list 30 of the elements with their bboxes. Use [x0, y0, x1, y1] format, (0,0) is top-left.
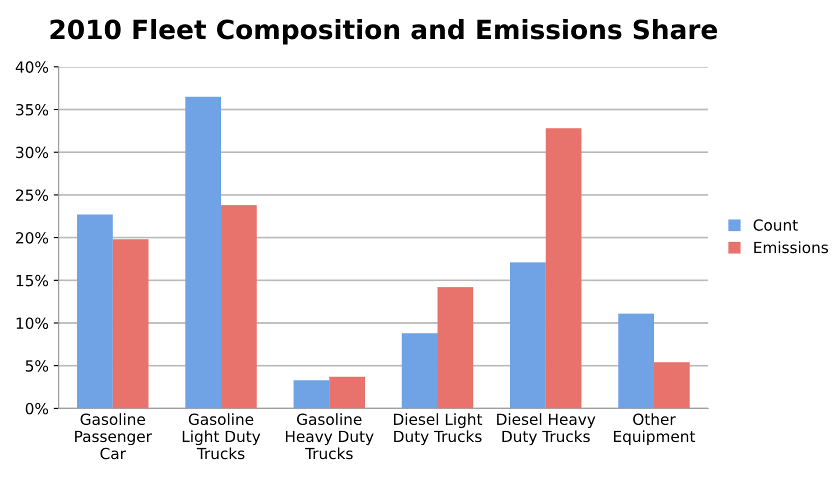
bar: [438, 287, 474, 408]
bar: [510, 262, 546, 408]
y-tick-label: 10%: [16, 317, 48, 330]
bar: [546, 128, 582, 408]
y-tick-label: 40%: [16, 61, 48, 73]
bar: [221, 205, 257, 408]
chart-title: 2010 Fleet Composition and Emissions Share: [50, 18, 718, 45]
bar: [654, 362, 690, 408]
y-tick-label: 20%: [16, 232, 48, 244]
bar: [112, 239, 148, 408]
x-tick-label: Diesel Heavy Duty Trucks: [497, 413, 596, 446]
y-tick-label: 25%: [16, 189, 48, 201]
x-tick-label: Gasoline Heavy Duty Trucks: [286, 413, 374, 460]
x-tick-label: Gasoline Passenger Car: [75, 413, 152, 460]
legend-label: Count: [754, 219, 798, 231]
legend-label: Emissions: [754, 241, 828, 254]
x-tick-label: Diesel Light Duty Trucks: [394, 413, 482, 446]
y-tick-label: 15%: [16, 274, 48, 286]
bar: [294, 380, 330, 408]
bar: [185, 96, 222, 408]
x-tick-label: Other Equipment: [614, 413, 696, 446]
bar: [618, 314, 654, 408]
x-tick-label: Gasoline Light Duty Trucks: [182, 413, 260, 460]
bar: [77, 214, 113, 408]
y-tick-label: 35%: [16, 104, 48, 116]
bar: [329, 376, 365, 408]
y-tick-label: 30%: [16, 146, 48, 158]
y-tick-label: 5%: [26, 360, 48, 372]
bar: [402, 333, 438, 408]
y-tick-label: 0%: [26, 402, 48, 414]
